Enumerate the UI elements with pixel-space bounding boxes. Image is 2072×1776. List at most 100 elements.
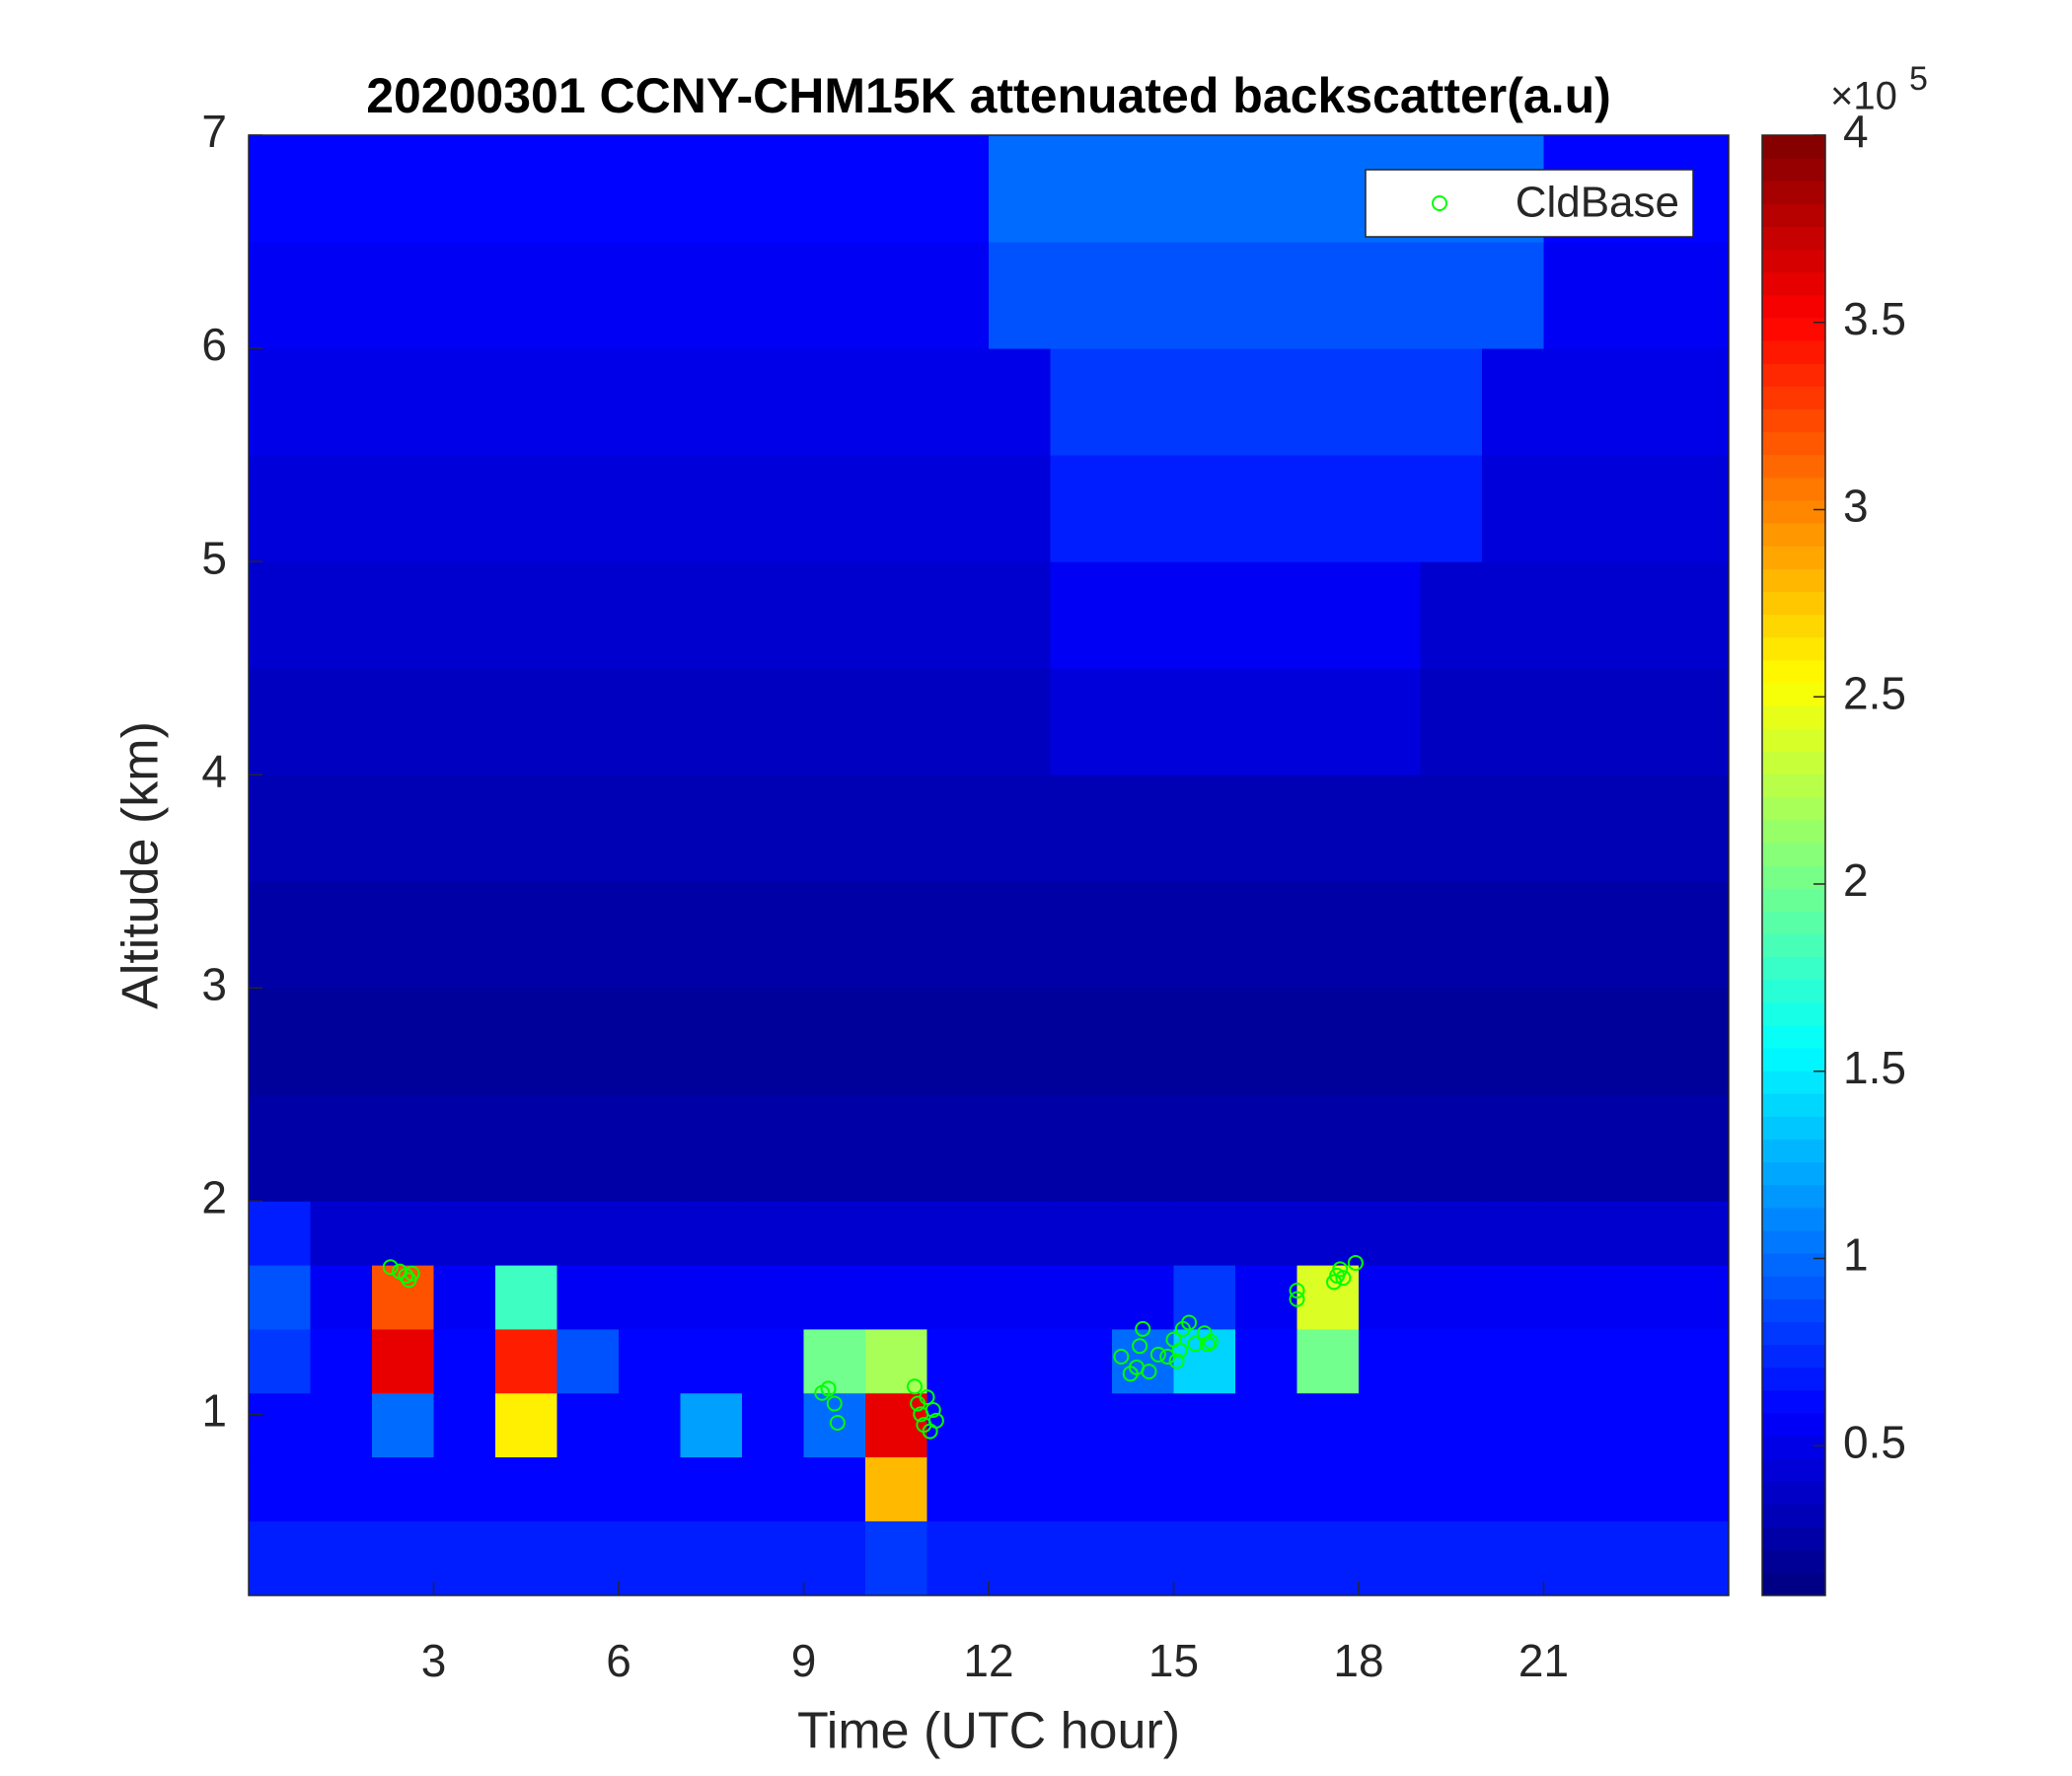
heatmap-cell <box>680 1456 743 1521</box>
heatmap-cell <box>1605 348 1667 456</box>
heatmap-cell <box>556 348 620 456</box>
colorbar-swatch <box>1762 842 1825 866</box>
colorbar-swatch <box>1762 340 1825 364</box>
heatmap-cell <box>989 1265 1051 1330</box>
heatmap-cell <box>619 668 681 776</box>
colorbar-multiplier: ×10 <box>1830 75 1897 118</box>
heatmap-cell <box>372 881 434 989</box>
heatmap-cell <box>1296 1456 1360 1521</box>
heatmap-cell <box>310 1265 373 1330</box>
heatmap-cell <box>310 1392 373 1458</box>
colorbar-swatch <box>1762 500 1825 524</box>
heatmap-cell <box>742 1201 804 1266</box>
heatmap-cell <box>1543 242 1606 349</box>
heatmap-cell <box>1296 988 1360 1095</box>
heatmap-cell <box>926 561 990 669</box>
heatmap-cell <box>372 988 434 1095</box>
cloud-base-point <box>907 1378 923 1395</box>
heatmap-cell <box>1666 881 1729 989</box>
heatmap-cell <box>556 1520 620 1595</box>
heatmap-cell <box>1482 1094 1544 1202</box>
heatmap-cell <box>1112 561 1174 669</box>
heatmap-cell <box>1112 1094 1174 1202</box>
heatmap-cell <box>1420 348 1483 456</box>
heatmap-cell <box>1235 242 1297 349</box>
heatmap-cell <box>1235 881 1297 989</box>
cloud-base-point <box>1171 1342 1188 1359</box>
heatmap-cell <box>1420 1328 1483 1394</box>
heatmap-cell <box>926 1265 990 1330</box>
heatmap-cell <box>249 1201 311 1266</box>
heatmap-cell <box>1482 775 1544 882</box>
heatmap-cell <box>1420 1456 1483 1521</box>
heatmap-cell <box>1605 668 1667 776</box>
heatmap-cell <box>865 242 927 349</box>
x-tick-label: 12 <box>963 1635 1013 1686</box>
heatmap-cell <box>433 668 496 776</box>
heatmap-cell <box>989 988 1051 1095</box>
heatmap-cell <box>1112 455 1174 562</box>
heatmap-cell <box>742 1456 804 1521</box>
x-tick-label: 9 <box>791 1635 817 1686</box>
colorbar-swatch <box>1762 1389 1825 1414</box>
cloud-base-point <box>1187 1336 1204 1353</box>
heatmap-cell <box>1050 881 1113 989</box>
heatmap-cell <box>742 561 804 669</box>
heatmap-cell <box>619 1456 681 1521</box>
colorbar-exponent: 5 <box>1909 60 1928 98</box>
heatmap-cell <box>1235 455 1297 562</box>
heatmap-cell <box>989 455 1051 562</box>
cloud-base-point <box>829 1414 846 1431</box>
heatmap-cell <box>556 242 620 349</box>
heatmap-cell <box>556 988 620 1095</box>
heatmap-cell <box>1296 881 1360 989</box>
heatmap-cell <box>1235 1328 1297 1394</box>
colorbar-swatch <box>1762 1001 1825 1026</box>
heatmap-cell <box>249 988 311 1095</box>
heatmap-cell <box>742 1094 804 1202</box>
heatmap-cell <box>1296 135 1360 243</box>
heatmap-cell <box>1050 988 1113 1095</box>
heatmap-cell <box>1482 1201 1544 1266</box>
heatmap-cell <box>926 242 990 349</box>
heatmap-cell <box>680 1392 743 1458</box>
heatmap-cell <box>1482 561 1544 669</box>
heatmap-cell <box>249 455 311 562</box>
heatmap-cell <box>1296 1392 1360 1458</box>
heatmap-cell <box>249 1094 311 1202</box>
colorbar-swatch <box>1762 819 1825 844</box>
heatmap-cell <box>495 1265 557 1330</box>
heatmap-cell <box>1296 348 1360 456</box>
heatmap-cell <box>803 1265 866 1330</box>
heatmap-cell <box>619 881 681 989</box>
heatmap-cell <box>926 881 990 989</box>
heatmap-cell <box>1173 775 1236 882</box>
heatmap-cell <box>1482 348 1544 456</box>
cloud-base-point <box>820 1380 837 1397</box>
cloud-base-point <box>382 1259 399 1276</box>
heatmap-cell <box>1543 881 1606 989</box>
heatmap-cell <box>1666 1520 1729 1595</box>
heatmap-cell <box>619 1392 681 1458</box>
heatmap-cell <box>1543 668 1606 776</box>
legend-label: CldBase <box>1516 179 1679 227</box>
colorbar-swatch <box>1762 1344 1825 1369</box>
heatmap-cell <box>495 1520 557 1595</box>
heatmap-cell <box>865 775 927 882</box>
cloud-base-point <box>1113 1349 1130 1366</box>
heatmap-cell <box>372 455 434 562</box>
cloud-base-point <box>1159 1349 1176 1366</box>
heatmap-cell <box>803 561 866 669</box>
cloud-base-point <box>1149 1346 1166 1363</box>
heatmap-cell <box>1543 988 1606 1095</box>
heatmap-cell <box>1666 1392 1729 1458</box>
heatmap-cell <box>433 881 496 989</box>
heatmap-cell <box>249 1520 311 1595</box>
heatmap-cell <box>1420 775 1483 882</box>
heatmap-cell <box>1543 348 1606 456</box>
heatmap-cell <box>1112 1201 1174 1266</box>
heatmap-cell <box>680 1328 743 1394</box>
heatmap-cell <box>619 1201 681 1266</box>
heatmap-cell <box>249 1392 311 1458</box>
heatmap-cell <box>1173 135 1236 243</box>
